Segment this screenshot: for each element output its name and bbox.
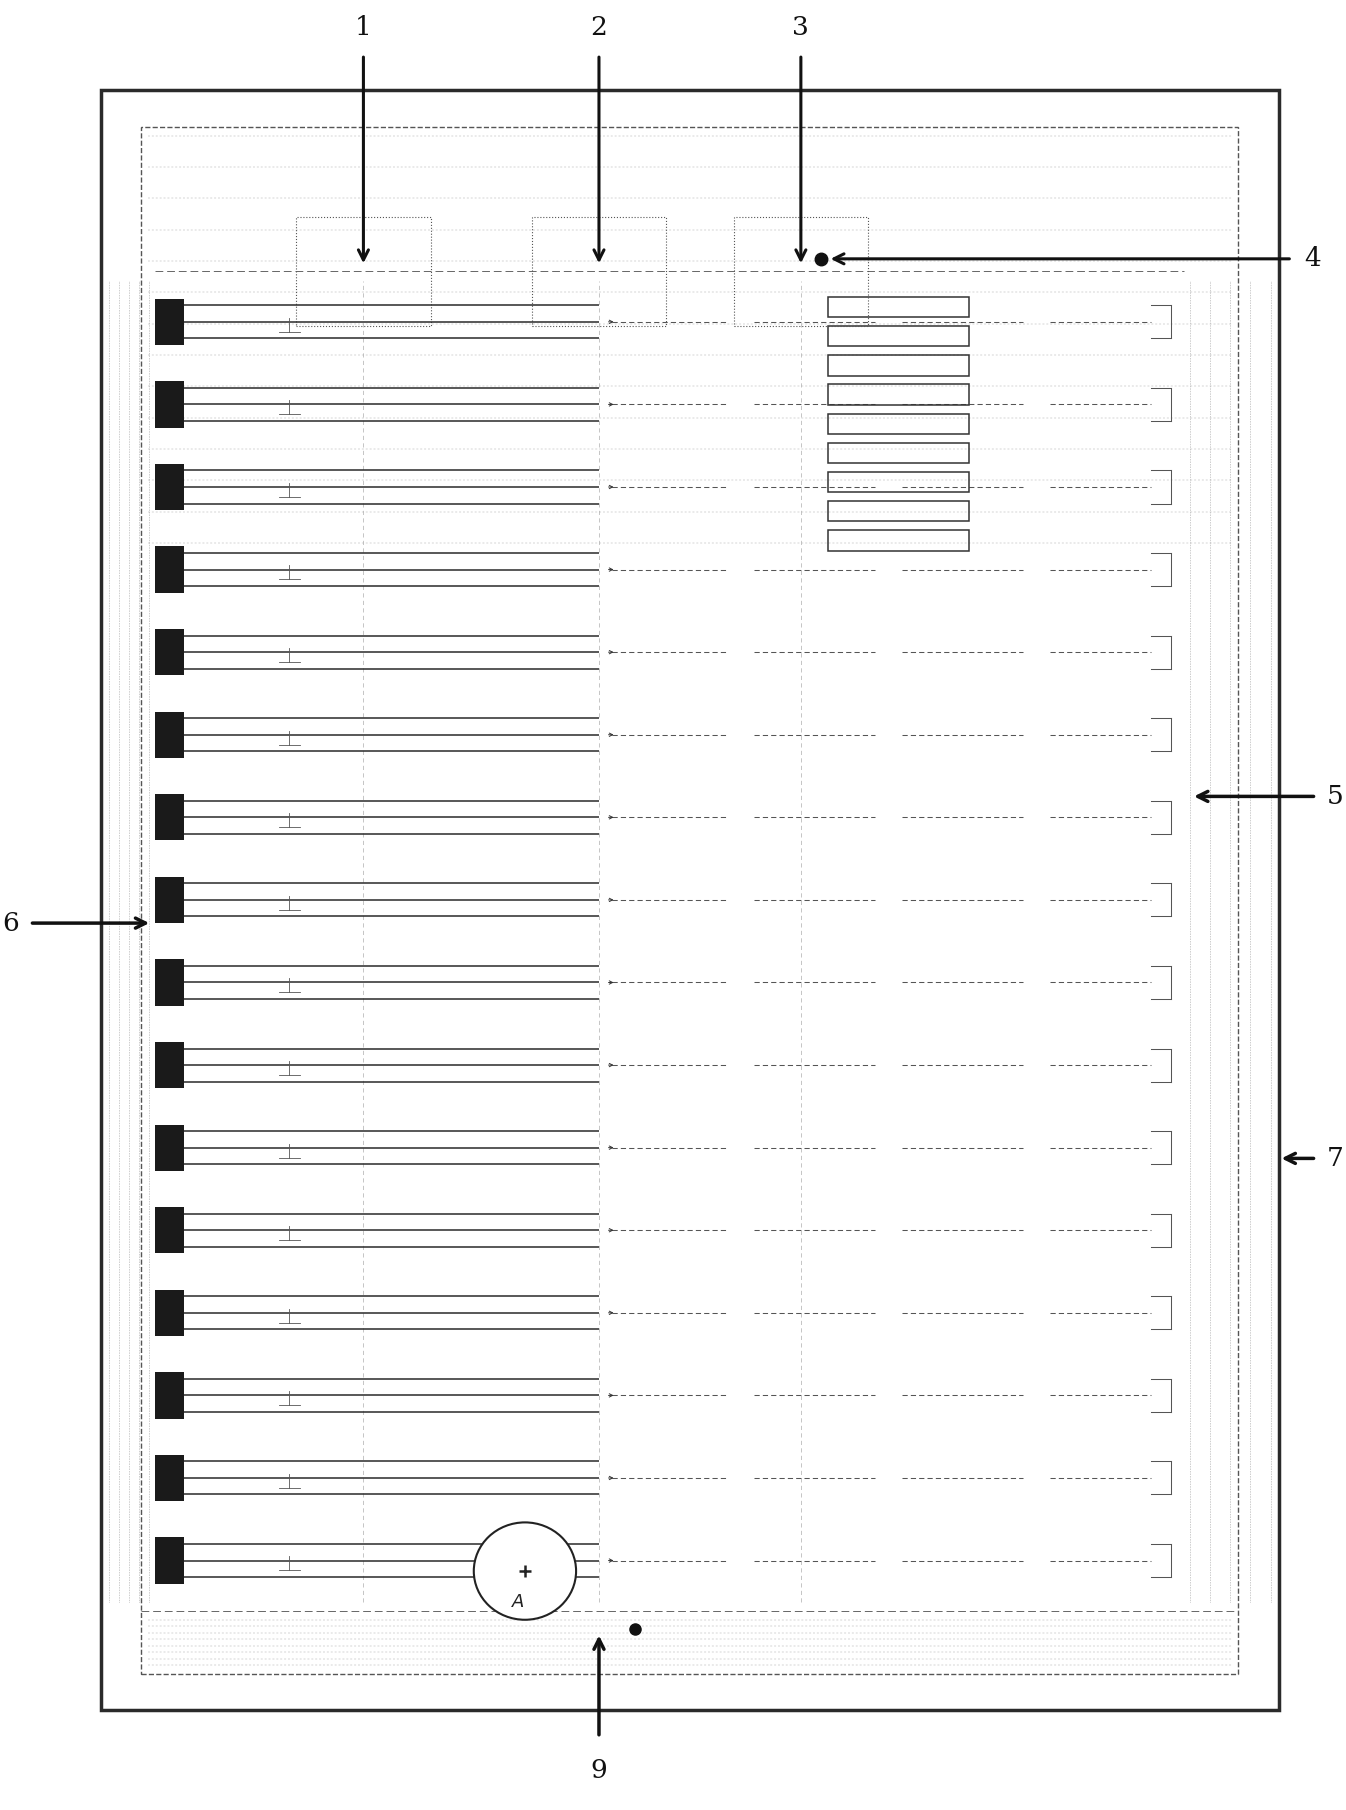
Bar bbox=[828, 530, 969, 550]
Text: 7: 7 bbox=[1327, 1146, 1343, 1171]
Bar bbox=[828, 413, 969, 434]
Bar bbox=[141, 127, 1238, 1674]
Bar bbox=[155, 463, 184, 510]
Bar bbox=[155, 795, 184, 840]
Bar bbox=[155, 1455, 184, 1500]
Text: 5: 5 bbox=[1327, 784, 1343, 809]
Bar bbox=[828, 501, 969, 521]
Bar bbox=[155, 711, 184, 758]
Bar bbox=[828, 355, 969, 376]
Text: 1: 1 bbox=[355, 14, 371, 40]
Bar bbox=[296, 217, 431, 326]
Text: A: A bbox=[511, 1593, 525, 1611]
Text: 6: 6 bbox=[3, 910, 19, 936]
Bar bbox=[155, 299, 184, 346]
Bar bbox=[155, 547, 184, 592]
Text: 9: 9 bbox=[591, 1758, 607, 1783]
Text: 3: 3 bbox=[793, 14, 809, 40]
Bar bbox=[828, 443, 969, 463]
Text: 2: 2 bbox=[591, 14, 607, 40]
Bar bbox=[155, 876, 184, 923]
Bar bbox=[734, 217, 868, 326]
Ellipse shape bbox=[474, 1522, 576, 1620]
Bar bbox=[155, 1207, 184, 1253]
Text: 4: 4 bbox=[1304, 246, 1320, 272]
Bar bbox=[155, 1537, 184, 1584]
Bar bbox=[155, 382, 184, 427]
Bar bbox=[101, 90, 1279, 1710]
Bar bbox=[532, 217, 666, 326]
Bar bbox=[828, 297, 969, 317]
Bar bbox=[155, 1043, 184, 1088]
Bar bbox=[155, 959, 184, 1006]
Bar bbox=[155, 630, 184, 675]
Bar bbox=[155, 1372, 184, 1419]
Bar bbox=[155, 1291, 184, 1336]
Bar bbox=[828, 384, 969, 405]
Bar bbox=[155, 1124, 184, 1171]
Bar bbox=[828, 326, 969, 346]
Bar bbox=[828, 472, 969, 492]
